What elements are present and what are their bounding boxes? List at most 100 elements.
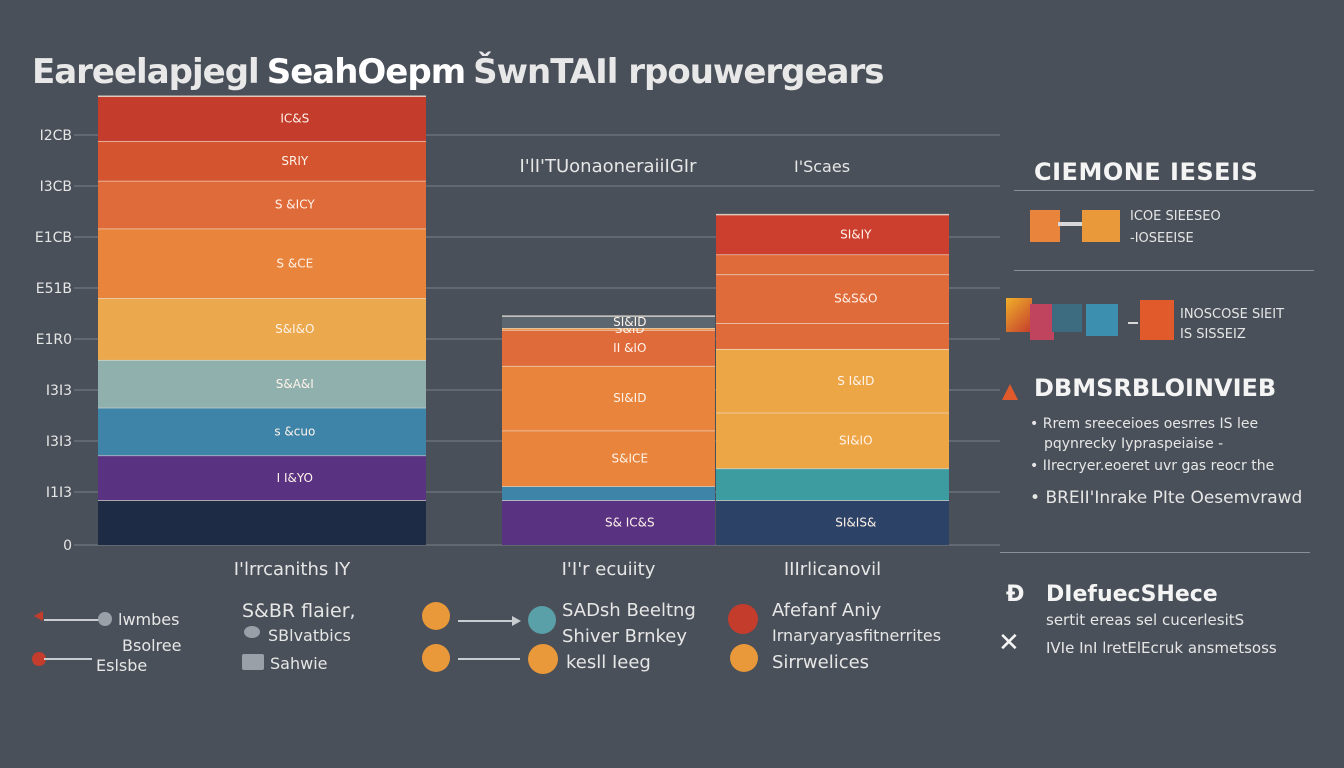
bullet-3: • IIrecryer.eoeret uvr gas reocr the	[1030, 458, 1275, 474]
section-title: DBMSRBLOINVIEB	[1034, 374, 1277, 402]
legend-swatch-red	[1140, 300, 1174, 340]
y-tick-label: I3I3	[46, 434, 72, 450]
data-label: S &ICY	[275, 198, 315, 212]
bar-segment	[98, 359, 426, 408]
x-tick-label: I'I'r ecuiity	[562, 559, 656, 580]
legend-line	[44, 619, 104, 621]
legend-swatch-magenta	[1030, 304, 1054, 340]
footer-line-1: sertit ereas sel cucerlesitS	[1046, 611, 1245, 629]
bar-segment	[502, 500, 715, 545]
data-label: SI&IO	[839, 434, 873, 448]
data-label: s &cuo	[274, 425, 315, 439]
data-label: S& IC&S	[605, 516, 655, 530]
data-label: SI&IY	[840, 228, 872, 242]
bar-segment	[716, 214, 949, 255]
item2-line2: IS SISSEIZ	[1180, 327, 1246, 342]
y-tick-label: I1I3	[46, 485, 72, 501]
bar-segment	[502, 330, 715, 366]
bar-segment	[502, 430, 715, 487]
footer-title: DIefuecSHece	[1046, 582, 1218, 607]
legend-right-3: Sirrwelices	[772, 652, 870, 673]
chart-title: Eareelapjegl SeahOepm ŠwnTAIl rpouwergears	[32, 52, 885, 92]
y-tick-label: I2CB	[40, 128, 72, 144]
bar-segment	[502, 365, 715, 431]
data-label: S &CE	[276, 256, 313, 270]
legend-line-2	[44, 658, 92, 660]
stacked-bar-chart: I2CB I3CB E1CB E51B E1R0 I3I3 I3I3 I1I3 0 I I&YO s…	[35, 95, 1000, 580]
y-tick-label: 0	[63, 538, 72, 554]
legend-mid1-2: SBlvatbics	[268, 626, 351, 645]
bar-segment	[716, 274, 949, 324]
data-label: I I&YO	[277, 471, 313, 485]
title-part-3: ŠwnTAIl rpouwergears	[473, 52, 884, 92]
legend-arrow-icon	[34, 611, 43, 621]
annotation: I'Scaes	[794, 157, 850, 176]
bar-segment	[716, 323, 949, 349]
footer-section-mark: Ð	[1006, 582, 1025, 607]
x-tick-label: I'lrrcaniths IY	[234, 559, 352, 580]
legend-mid2-2: Shiver Brnkey	[562, 626, 688, 647]
swatch-connector	[1058, 222, 1082, 226]
data-label: S I&ID	[837, 374, 874, 388]
bullet-2: pqynrecky Iypraspeiaise -	[1044, 436, 1224, 452]
data-label: SI&ID	[613, 391, 646, 405]
bar-segment	[716, 500, 949, 545]
legend-swatch-slate	[1052, 304, 1082, 332]
legend-mid1-3: Sahwie	[270, 654, 328, 673]
data-label: S&I&O	[275, 322, 314, 336]
bar-segment	[716, 468, 949, 501]
legend-right-2: Irnaryaryasfitnerrites	[772, 626, 942, 645]
footer-line-2: IVIe InI lretElEcruk ansmetsoss	[1046, 639, 1277, 657]
data-label: II &IO	[613, 341, 646, 355]
bar-segment	[98, 455, 426, 501]
warning-triangle-icon	[1002, 384, 1018, 400]
bar-segment	[716, 254, 949, 275]
close-icon[interactable]: ✕	[998, 628, 1020, 658]
bar-segment	[502, 328, 715, 331]
data-label: IC&S	[280, 112, 309, 126]
bar-segment	[716, 412, 949, 469]
legend-right-dot-2	[730, 644, 758, 672]
item1-line2: -IOSEEISE	[1130, 231, 1194, 246]
legend-mid2-3: kesll Ieeg	[566, 652, 651, 673]
legend-right-dot-1	[728, 604, 758, 634]
bar-segment	[502, 486, 715, 501]
legend-mid1-1: S&BR flaier,	[242, 600, 356, 622]
bullet-4: • BREII'Inrake PIte Oesemvrawd	[1030, 488, 1303, 508]
title-part-1: Eareelapjegl	[32, 52, 260, 92]
legend-mid2-line-2	[458, 658, 520, 660]
swatch-dash	[1128, 322, 1138, 324]
bar-segment	[98, 140, 426, 181]
legend-mid1-dot	[244, 626, 260, 638]
x-tick-label: IIIrlicanovil	[784, 559, 881, 580]
legend-mid2-dot-3	[422, 644, 450, 672]
legend-left-1: lwmbes	[118, 610, 180, 629]
bullet-3-text: IIrecryer.eoeret uvr gas reocr the	[1042, 458, 1275, 474]
right-panel-divider	[1014, 190, 1314, 191]
annotation: I'lI'TUonaoneraiiIGIr	[519, 156, 697, 177]
y-tick-label: E51B	[36, 281, 72, 297]
legend-mid2-1: SADsh Beeltng	[562, 600, 696, 621]
data-label: S&S&O	[834, 292, 877, 306]
item1-line1: ICOE SIEESEO	[1130, 209, 1221, 224]
legend-dot	[98, 612, 112, 626]
legend-swatch-orange	[1030, 210, 1060, 242]
bar-segment	[716, 348, 949, 413]
data-label: S&ICE	[612, 451, 648, 465]
right-panel-title: CIEMONE IESEIS	[1034, 158, 1259, 186]
data-label: SI&IS&	[835, 516, 876, 530]
y-tick-label: E1CB	[35, 230, 72, 246]
item2-line1: INOSCOSE SIEIT	[1180, 307, 1285, 322]
bullet-1-text: Rrem sreeceioes oesrres IS lee	[1042, 416, 1259, 432]
data-label: SRIY	[281, 154, 308, 168]
legend-mid2-arrow-icon	[512, 616, 521, 626]
bar-segment	[98, 180, 426, 229]
legend-swatch-amber	[1082, 210, 1120, 242]
data-label: SI&ID	[613, 315, 646, 329]
bar-segment	[98, 407, 426, 456]
legend-dot-red	[32, 652, 46, 666]
legend-mid2-dot-2	[528, 606, 556, 634]
right-panel-divider-3	[1000, 552, 1310, 553]
legend-mid1-swatch	[242, 654, 264, 670]
data-label: S&A&I	[276, 377, 314, 391]
